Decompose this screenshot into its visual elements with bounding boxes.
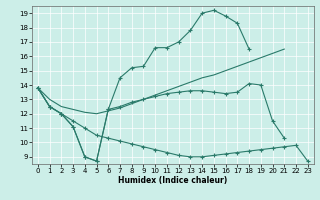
- X-axis label: Humidex (Indice chaleur): Humidex (Indice chaleur): [118, 176, 228, 185]
